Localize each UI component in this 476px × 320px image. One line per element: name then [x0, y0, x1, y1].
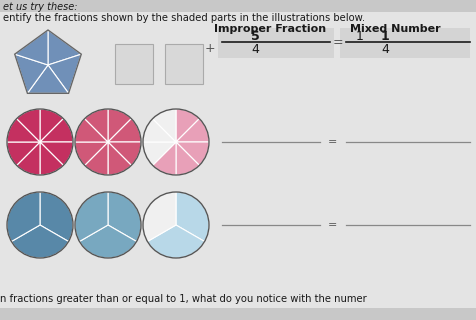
Text: Improper Fraction: Improper Fraction [214, 24, 326, 34]
Polygon shape [7, 142, 40, 165]
Polygon shape [108, 119, 141, 142]
Text: =: = [327, 220, 337, 230]
Polygon shape [7, 192, 40, 242]
Text: =: = [327, 137, 337, 147]
Polygon shape [147, 225, 204, 258]
Text: 4: 4 [380, 43, 388, 55]
Polygon shape [17, 142, 40, 175]
Polygon shape [84, 142, 108, 175]
Text: 5: 5 [250, 29, 259, 43]
Polygon shape [176, 119, 208, 142]
Polygon shape [40, 142, 73, 165]
Polygon shape [75, 192, 108, 242]
Polygon shape [75, 119, 108, 142]
Text: 4: 4 [250, 43, 258, 55]
FancyBboxPatch shape [0, 12, 476, 308]
Polygon shape [176, 192, 208, 242]
Text: Mixed Number: Mixed Number [349, 24, 439, 34]
Polygon shape [152, 142, 176, 175]
Text: =: = [332, 36, 343, 50]
Polygon shape [143, 192, 176, 242]
Polygon shape [108, 109, 131, 142]
Polygon shape [40, 109, 63, 142]
Polygon shape [7, 119, 40, 142]
Polygon shape [143, 119, 176, 142]
Polygon shape [176, 142, 199, 175]
Polygon shape [108, 142, 131, 175]
FancyBboxPatch shape [218, 28, 333, 58]
Polygon shape [11, 225, 69, 258]
Text: 1: 1 [355, 29, 363, 43]
Polygon shape [15, 54, 48, 93]
Text: 1: 1 [380, 29, 388, 43]
Polygon shape [143, 142, 176, 165]
Text: et us try these:: et us try these: [3, 2, 77, 12]
FancyBboxPatch shape [115, 44, 153, 84]
Polygon shape [108, 192, 141, 242]
Polygon shape [48, 30, 81, 65]
Polygon shape [176, 109, 199, 142]
Polygon shape [40, 192, 73, 242]
Text: n fractions greater than or equal to 1, what do you notice with the numer: n fractions greater than or equal to 1, … [0, 294, 366, 304]
Polygon shape [48, 54, 81, 93]
Polygon shape [108, 142, 141, 165]
Polygon shape [17, 109, 40, 142]
Polygon shape [75, 142, 108, 165]
Text: +: + [204, 42, 215, 54]
Text: entify the fractions shown by the shaded parts in the illustrations below.: entify the fractions shown by the shaded… [3, 13, 364, 23]
Polygon shape [40, 119, 73, 142]
Polygon shape [84, 109, 108, 142]
Polygon shape [15, 30, 48, 65]
FancyBboxPatch shape [165, 44, 203, 84]
Polygon shape [28, 65, 69, 93]
Polygon shape [79, 225, 136, 258]
FancyBboxPatch shape [339, 28, 469, 58]
Polygon shape [176, 142, 208, 165]
Polygon shape [40, 142, 63, 175]
Polygon shape [152, 109, 176, 142]
